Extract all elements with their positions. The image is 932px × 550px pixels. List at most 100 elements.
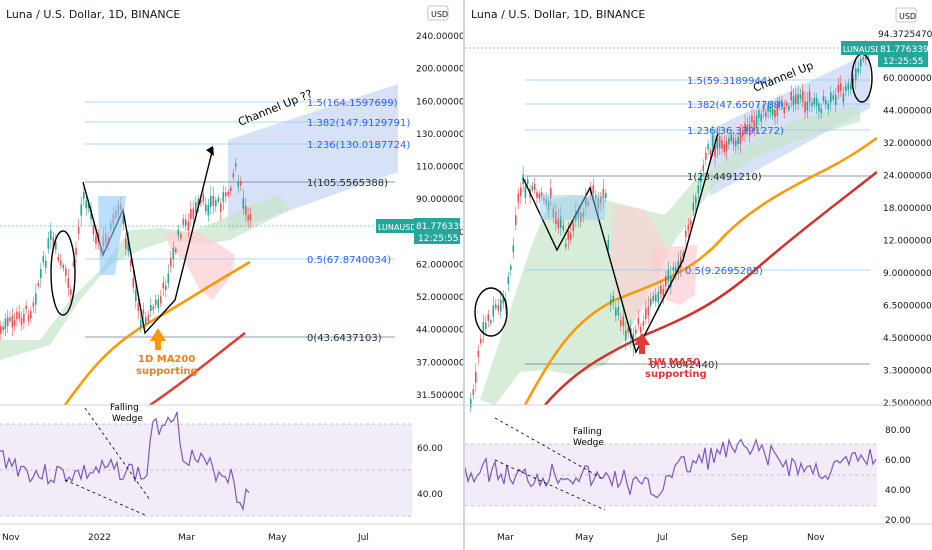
candle-body — [132, 278, 135, 288]
price-tick: 3.3000000 — [883, 367, 932, 377]
price-tick: 6.5000000 — [883, 302, 932, 312]
candle-body — [520, 187, 522, 196]
candle-body — [25, 305, 27, 310]
price-tick: 52.0000000 — [416, 293, 463, 303]
candle-body — [655, 294, 657, 302]
top-price-tag — [877, 27, 929, 40]
channel-band — [228, 84, 398, 232]
candle-body — [517, 193, 520, 203]
rsi-tick: 40.00 — [885, 486, 911, 496]
candle-body — [220, 203, 222, 212]
price-tick: 12.0000000 — [883, 237, 932, 247]
candle-body — [687, 224, 690, 231]
countdown-text: 12:25:55 — [883, 57, 923, 67]
time-axis[interactable]: Mar May Jul Sep Nov — [497, 533, 825, 543]
candle-body — [587, 201, 590, 206]
candle-body — [142, 309, 145, 314]
time-tick: Jul — [357, 533, 369, 543]
candle-body — [205, 204, 207, 212]
candle-body — [744, 123, 746, 134]
candle-body — [842, 93, 845, 103]
time-tick: May — [575, 533, 594, 543]
candle-body — [27, 314, 30, 321]
candle-body — [751, 115, 753, 123]
candle-body — [801, 90, 804, 102]
fib-label: 1.382(147.9129791) — [307, 118, 410, 129]
candle-body — [637, 317, 640, 325]
price-tick: 9.0000000 — [883, 269, 932, 279]
chart-title: Luna / U.S. Dollar, 1D, BINANCE — [6, 8, 180, 21]
candle-body — [487, 314, 490, 321]
candle-body — [122, 215, 125, 225]
candle-body — [227, 191, 230, 195]
candle-body — [237, 180, 240, 187]
candle-body — [818, 103, 820, 112]
left-chart-panel[interactable]: 1.5(164.1597699) 1.382(147.9129791) 1.23… — [0, 0, 463, 550]
candle-body — [2, 326, 4, 331]
candle-body — [572, 222, 575, 232]
currency-badge[interactable] — [895, 7, 917, 23]
candle-body — [702, 164, 705, 172]
candle-body — [50, 230, 52, 240]
candle-body — [6, 317, 9, 327]
candle-body — [249, 213, 252, 220]
candle-body — [612, 296, 615, 303]
currency-badge-text: USD — [431, 10, 448, 19]
candle-body — [230, 187, 232, 192]
candle-body — [180, 234, 182, 239]
right-chart-panel[interactable]: 1.5(59.3189944) 1.382(47.6507788) 1.236(… — [465, 0, 932, 550]
ticker-tag — [841, 41, 879, 55]
fib-label: 1.5(164.1597699) — [307, 98, 398, 109]
candle-body — [165, 285, 167, 290]
candle-body — [730, 134, 732, 142]
candle-body — [607, 240, 610, 250]
candle-body — [480, 338, 482, 344]
candle-body — [815, 97, 818, 106]
candle-body — [500, 300, 502, 312]
candle-body — [737, 137, 739, 145]
fib-label: 1.5(59.3189944) — [687, 76, 771, 87]
candle-body — [783, 106, 786, 114]
candle-body — [662, 288, 665, 296]
candle-body — [852, 78, 855, 84]
candle-body — [690, 220, 692, 225]
candle-body — [827, 103, 830, 110]
price-axis[interactable]: 60.0000000 44.0000000 32.0000000 24.0000000… — [883, 74, 932, 409]
ma-orange-line — [523, 136, 878, 406]
candle-body — [723, 143, 726, 153]
candle-body — [47, 238, 50, 249]
candle-body — [610, 299, 612, 305]
candle-body — [212, 195, 215, 206]
candle-body — [162, 282, 165, 289]
candle-body — [835, 95, 837, 105]
candle-body — [540, 192, 543, 197]
candle-body — [837, 84, 840, 92]
candle-body — [92, 224, 95, 235]
candle-body — [512, 245, 515, 253]
candle-body — [187, 221, 190, 231]
candle-body — [788, 106, 790, 110]
candle-body — [832, 95, 835, 100]
currency-badge[interactable] — [427, 5, 449, 21]
candle-body — [11, 315, 14, 328]
candle-body — [172, 247, 175, 260]
candle-body — [560, 215, 562, 228]
rsi-line — [465, 437, 877, 499]
candle-body — [242, 198, 245, 209]
candle-body — [692, 202, 695, 211]
candle-body — [555, 211, 557, 224]
candle-body — [615, 308, 617, 316]
panel-divider[interactable] — [463, 0, 465, 550]
candle-body — [550, 188, 552, 199]
rsi-tick: 80.00 — [885, 426, 911, 436]
candle-body — [195, 202, 197, 213]
price-tick: 18.0000000 — [883, 204, 932, 214]
candle-body — [685, 230, 687, 238]
candle-body — [695, 196, 697, 204]
last-price-text: 81.7763395 — [880, 45, 932, 55]
time-axis[interactable]: Nov 2022 Mar May Jul — [2, 533, 369, 543]
ma-arrow-icon — [634, 333, 650, 354]
ma-sub-label: supporting — [645, 369, 707, 380]
candle-body — [595, 194, 597, 199]
price-tick: 44.0000000 — [416, 326, 463, 336]
